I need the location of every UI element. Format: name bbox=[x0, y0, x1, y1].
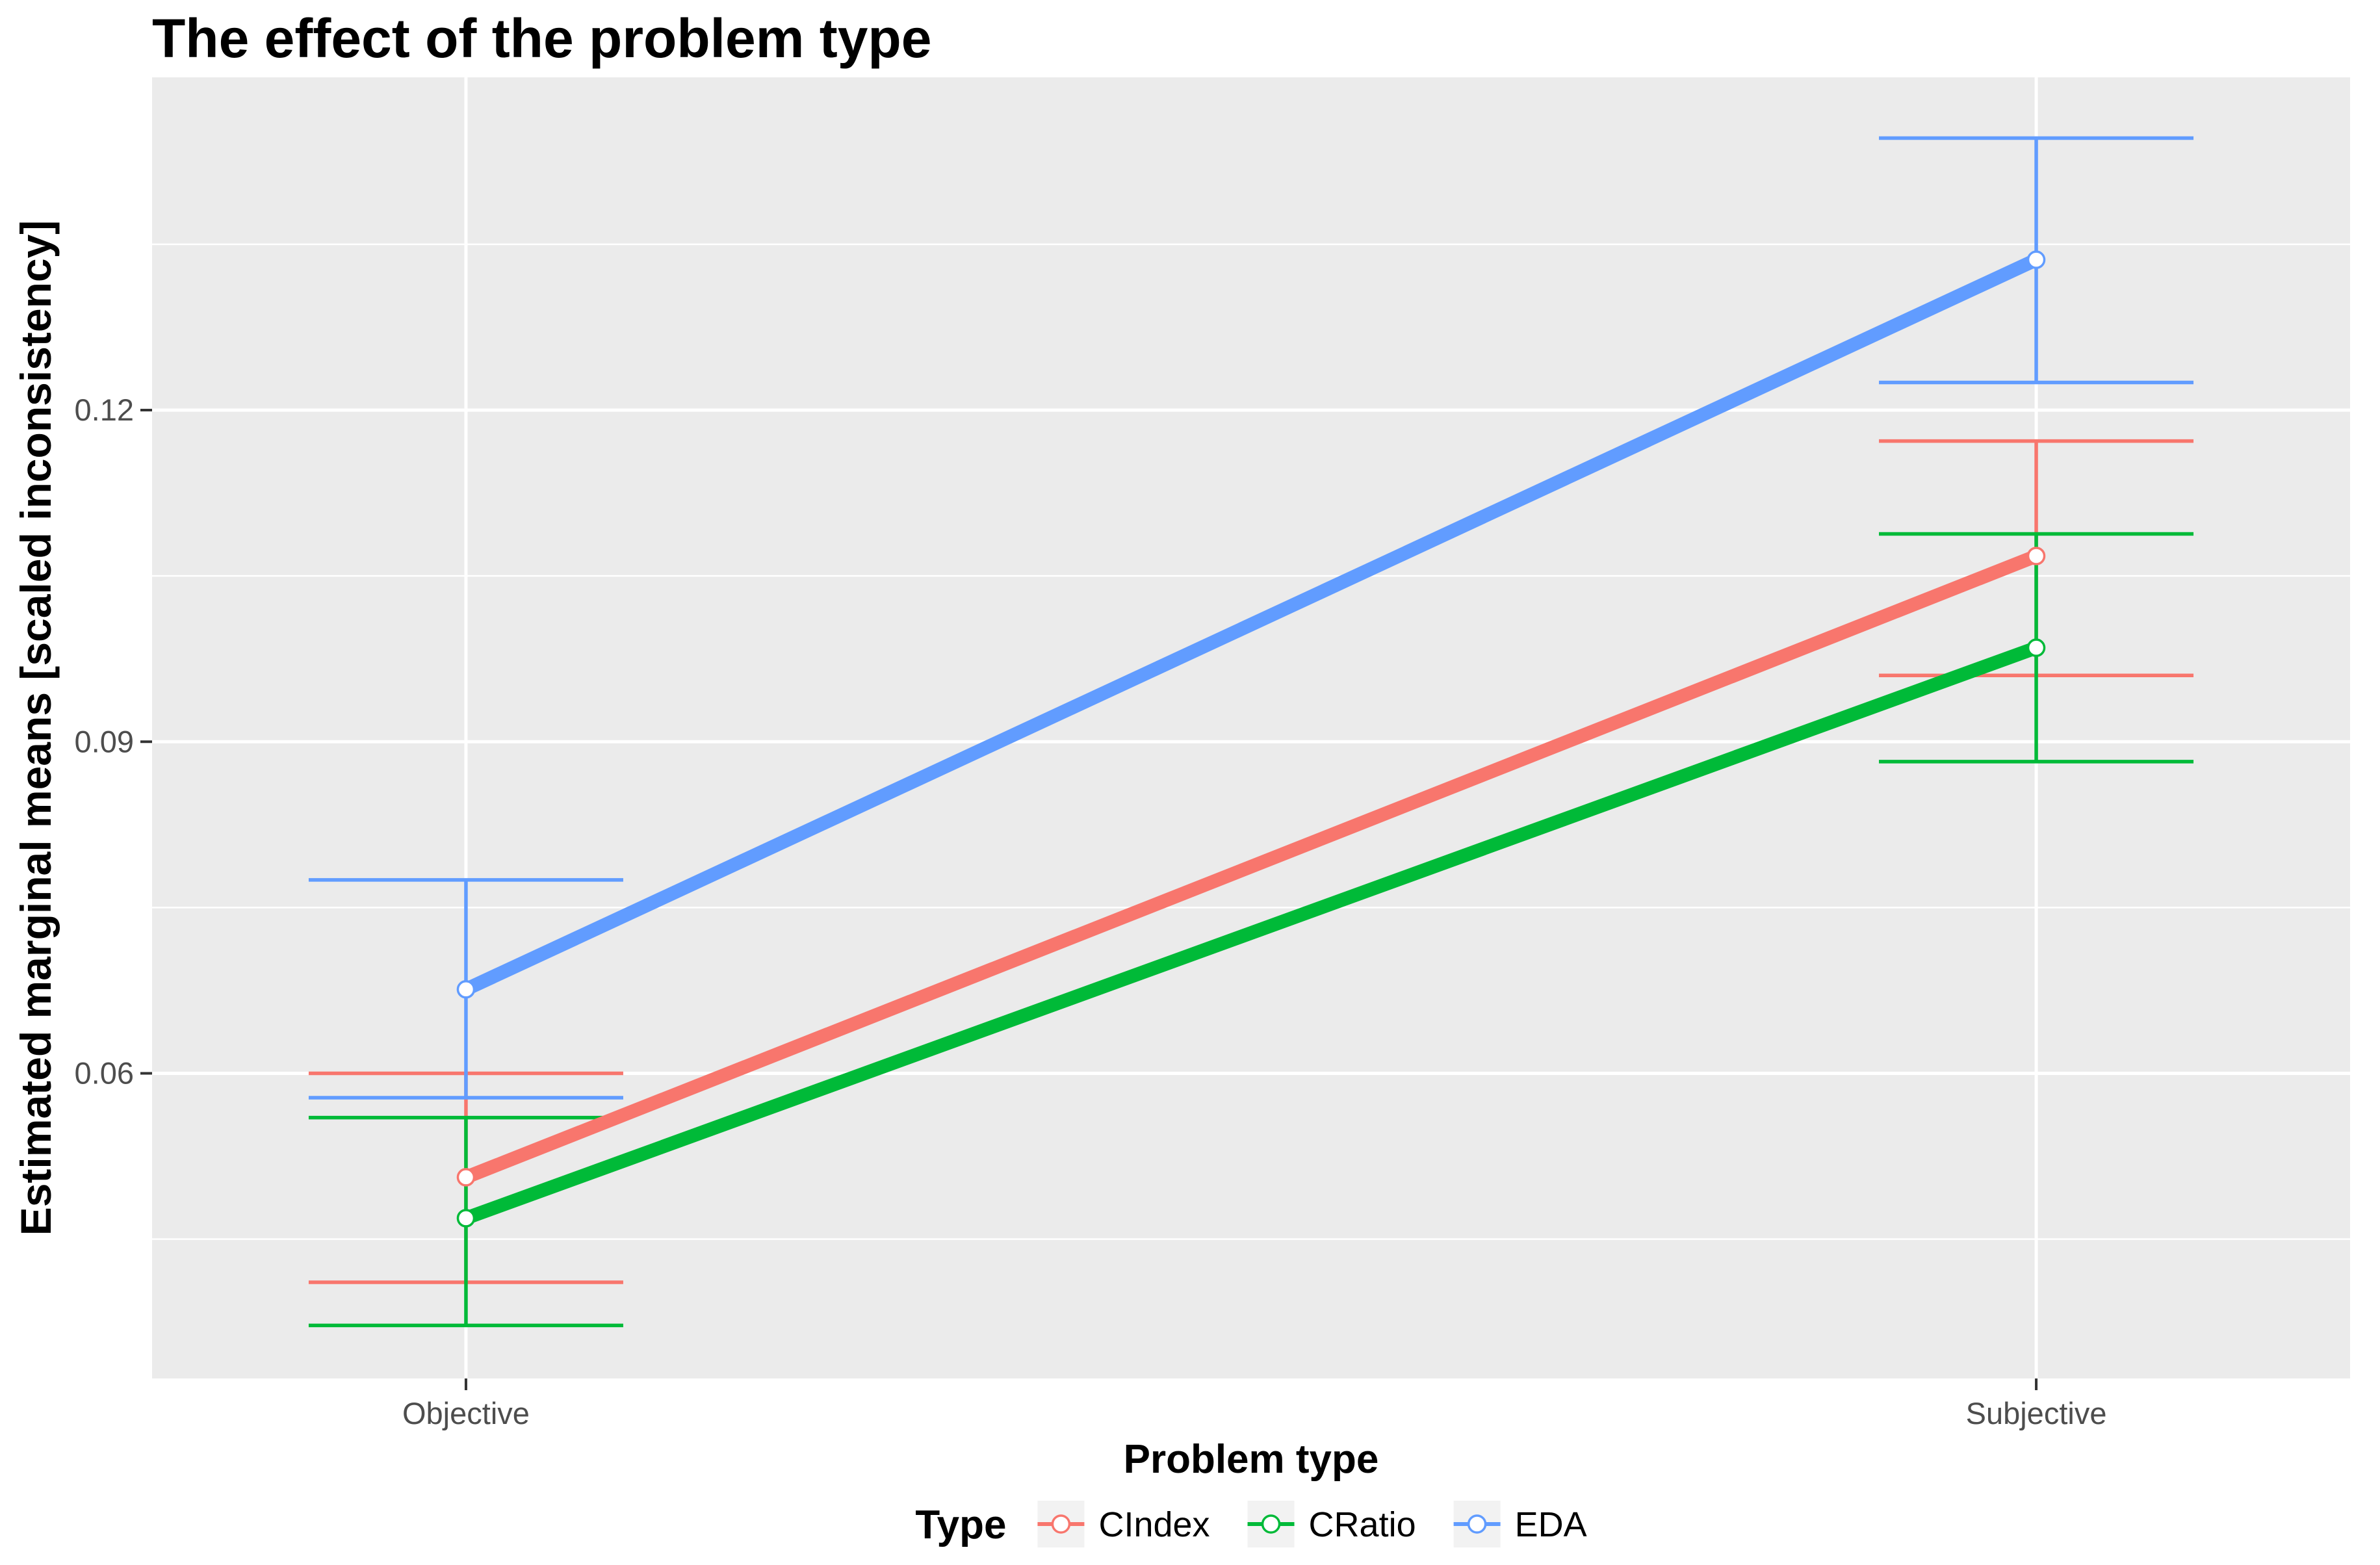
trend-lines bbox=[459, 253, 2043, 1225]
point-cindex bbox=[456, 1168, 476, 1187]
legend-label-cindex: CIndex bbox=[1098, 1505, 1209, 1544]
x-tick-label: Objective bbox=[402, 1396, 530, 1430]
chart-title: The effect of the problem type bbox=[152, 8, 931, 69]
legend: Type CIndex CRatio EDA bbox=[915, 1501, 1587, 1547]
point-cindex bbox=[2026, 547, 2046, 565]
y-axis-title: Estimated marginal means [scaled inconsi… bbox=[12, 220, 60, 1236]
x-axis-title: Problem type bbox=[1124, 1437, 1379, 1482]
legend-title: Type bbox=[915, 1503, 1006, 1547]
data-points bbox=[456, 250, 2046, 1228]
point-cratio bbox=[2026, 638, 2046, 657]
y-tick-label: 0.09 bbox=[75, 724, 134, 758]
y-tick-label: 0.12 bbox=[75, 393, 134, 427]
legend-label-eda: EDA bbox=[1515, 1505, 1587, 1544]
axes: 0.06 0.09 0.12 Objective Subjective bbox=[75, 393, 2107, 1430]
trend-line-cratio bbox=[459, 641, 2043, 1225]
legend-label-cratio: CRatio bbox=[1309, 1505, 1416, 1544]
point-eda bbox=[456, 980, 476, 999]
legend-key-point bbox=[1051, 1514, 1071, 1534]
y-tick-label: 0.06 bbox=[75, 1056, 134, 1091]
legend-key-point bbox=[1261, 1514, 1281, 1534]
trend-line-cindex bbox=[459, 549, 2043, 1184]
point-cratio bbox=[456, 1209, 476, 1228]
titles: The effect of the problem type Problem ty… bbox=[12, 8, 1378, 1482]
point-eda bbox=[2026, 250, 2046, 269]
trend-line-eda bbox=[459, 253, 2043, 996]
legend-key-point bbox=[1467, 1514, 1487, 1534]
x-tick-label: Subjective bbox=[1966, 1396, 2107, 1430]
